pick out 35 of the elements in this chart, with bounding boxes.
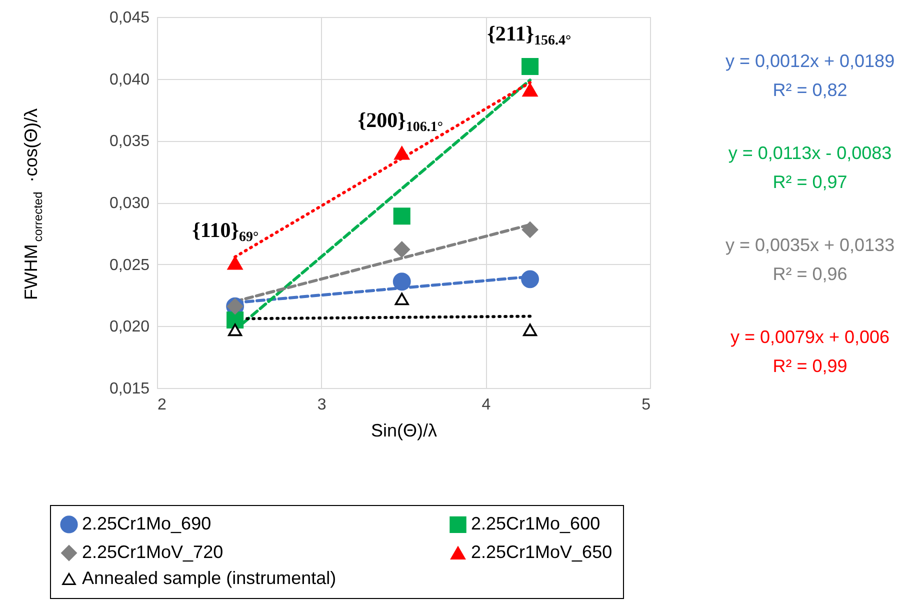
text: y = 0,0079x + 0,006 R² = 0,99 <box>730 327 890 376</box>
point <box>394 241 410 258</box>
x-axis-title: Sin(Θ)/λ <box>370 420 438 440</box>
text: y = 0,0035x + 0,0133 R² = 0,96 <box>725 235 895 284</box>
legend-label: 2.25Cr1MoV_650 <box>471 542 612 562</box>
point <box>393 208 410 225</box>
legend-label: Annealed sample (instrumental) <box>82 568 336 588</box>
y-axis-title: FWHMcorrected·cos(Θ)/λ <box>21 108 45 300</box>
point <box>228 324 242 336</box>
point <box>394 146 410 160</box>
point <box>392 272 411 291</box>
y-tick-label: 0,030 <box>109 195 150 212</box>
y-tick-label: 0,020 <box>109 318 150 336</box>
y-tick-label: 0,025 <box>109 256 150 274</box>
y-tick-label: 0,015 <box>109 380 150 398</box>
point <box>522 222 538 238</box>
point <box>394 292 409 306</box>
y-tick-label: 0,035 <box>109 133 150 150</box>
y-tick-label: 0,040 <box>109 71 150 88</box>
x-tick-label: 3 <box>317 396 326 414</box>
point <box>227 256 243 270</box>
legend-label: 2.25Cr1Mo_690 <box>82 513 212 534</box>
text: y = 0,0012x + 0,0189 R² = 0,82 <box>725 51 895 100</box>
text: y = 0,0113x - 0,0083 R² = 0,97 <box>728 143 892 192</box>
point <box>523 324 538 336</box>
legend-label: 2.25Cr1Mo_600 <box>471 514 600 534</box>
point <box>226 311 244 329</box>
legend-label: 2.25Cr1MoV_720 <box>82 542 224 562</box>
point <box>521 270 539 288</box>
y-tick-label: 0,045 <box>109 10 150 26</box>
x-tick-label: 2 <box>158 396 166 414</box>
point <box>522 58 539 75</box>
x-tick-label: 5 <box>642 396 651 414</box>
x-tick-label: 4 <box>482 396 491 414</box>
point <box>522 83 538 97</box>
